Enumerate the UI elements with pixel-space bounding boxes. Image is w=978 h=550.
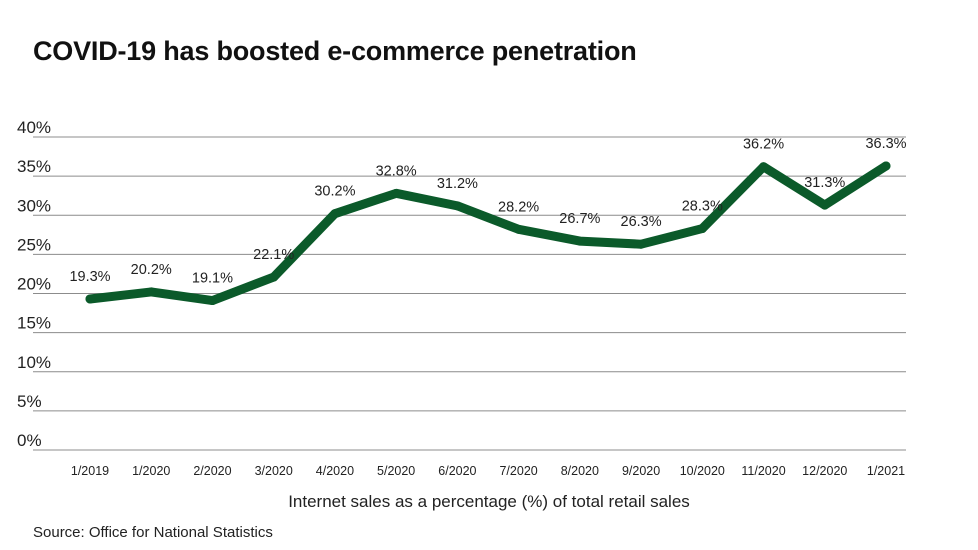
data-point (881, 161, 891, 171)
data-point (452, 201, 462, 211)
x-tick-label: 10/2020 (680, 464, 725, 478)
line-chart: 0% 5% 10% 15% 20% 25% 30% 35% 40% 1/2019 1/2020 2/… (17, 118, 907, 478)
data-label: 20.2% (131, 262, 172, 278)
data-label: 26.7% (559, 211, 600, 227)
x-tick-label: 2/2020 (193, 464, 231, 478)
y-tick-label: 0% (17, 431, 42, 450)
x-tick-label: 8/2020 (561, 464, 599, 478)
data-point (514, 224, 524, 234)
data-point (759, 162, 769, 172)
y-tick-label: 15% (17, 314, 51, 333)
x-axis-label: Internet sales as a percentage (%) of to… (288, 492, 690, 511)
data-label: 31.3% (804, 175, 845, 191)
x-tick-label: 1/2020 (132, 464, 170, 478)
chart-title: COVID-19 has boosted e-commerce penetrat… (33, 36, 637, 66)
y-tick-label: 25% (17, 235, 51, 254)
x-tick-label: 5/2020 (377, 464, 415, 478)
x-tick-label: 7/2020 (499, 464, 537, 478)
data-label: 28.3% (682, 199, 723, 215)
source-note: Source: Office for National Statistics (33, 524, 273, 541)
series-line (85, 161, 891, 306)
data-label: 32.8% (376, 163, 417, 179)
data-label: 36.3% (865, 136, 906, 152)
y-tick-label: 35% (17, 157, 51, 176)
data-label: 19.1% (192, 271, 233, 287)
x-tick-label: 6/2020 (438, 464, 476, 478)
y-tick-label: 10% (17, 353, 51, 372)
data-point (330, 209, 340, 219)
data-point (636, 239, 646, 249)
data-label: 36.2% (743, 137, 784, 153)
x-tick-label: 12/2020 (802, 464, 847, 478)
data-label: 19.3% (69, 269, 110, 285)
data-label: 22.1% (253, 247, 294, 263)
data-point (146, 287, 156, 297)
y-tick-label: 30% (17, 196, 51, 215)
data-point (207, 296, 217, 306)
data-label: 28.2% (498, 199, 539, 215)
y-tick-label: 5% (17, 392, 42, 411)
data-point (820, 200, 830, 210)
y-tick-label: 40% (17, 118, 51, 137)
data-point (85, 294, 95, 304)
data-point (575, 236, 585, 246)
y-tick-label: 20% (17, 275, 51, 294)
x-tick-label: 3/2020 (255, 464, 293, 478)
x-tick-label: 9/2020 (622, 464, 660, 478)
data-label: 26.3% (621, 214, 662, 230)
data-label: 30.2% (314, 184, 355, 200)
x-tick-label: 4/2020 (316, 464, 354, 478)
data-point (391, 188, 401, 198)
x-tick-label: 1/2019 (71, 464, 109, 478)
data-point (697, 224, 707, 234)
x-tick-label: 11/2020 (741, 464, 785, 478)
x-tick-label: 1/2021 (867, 464, 905, 478)
data-label: 31.2% (437, 176, 478, 192)
data-point (269, 272, 279, 282)
